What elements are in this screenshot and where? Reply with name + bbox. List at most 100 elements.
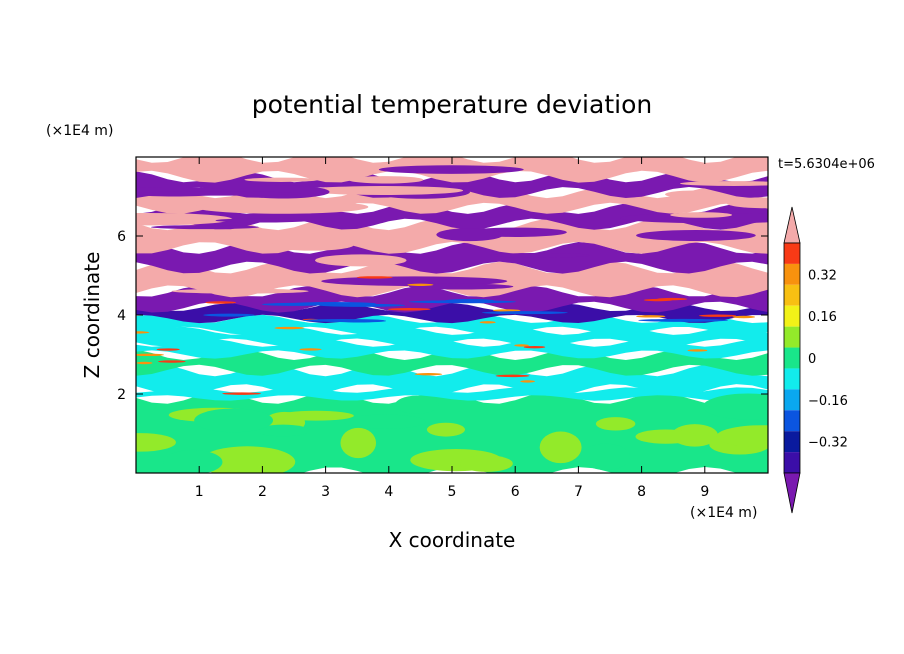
y-tick-label: 2 — [117, 387, 126, 403]
texture-blue-streak — [203, 313, 255, 317]
colorbar-swatch — [784, 431, 800, 453]
contour-band — [136, 349, 768, 376]
texture-filament — [156, 348, 180, 351]
texture-blob — [194, 408, 274, 433]
texture-filament — [657, 297, 688, 301]
x-tick-label: 4 — [384, 484, 393, 500]
texture-filament — [479, 321, 496, 324]
contour-band — [136, 314, 768, 335]
texture-blob — [539, 431, 582, 464]
texture-streak — [215, 218, 310, 223]
texture-blob — [163, 449, 223, 473]
texture-streak — [680, 181, 768, 186]
colorbar-tick-label: 0.16 — [808, 310, 837, 325]
texture-streak — [150, 225, 259, 230]
texture-filament — [222, 392, 262, 395]
texture-filament — [492, 309, 521, 312]
texture-blob — [343, 414, 426, 429]
x-tick-label: 7 — [574, 484, 583, 500]
texture-blob — [426, 422, 465, 437]
texture-streak — [233, 233, 356, 241]
texture-filament — [356, 276, 393, 279]
texture-filament — [495, 374, 530, 378]
texture-streak — [150, 278, 227, 286]
texture-blob — [581, 443, 631, 470]
y-unit-label: (×1E4 m) — [46, 123, 113, 139]
texture-blue-streak — [638, 318, 728, 322]
texture-filament — [205, 301, 237, 304]
x-unit-label: (×1E4 m) — [690, 505, 757, 521]
colorbar-tick-label: 0 — [808, 352, 816, 367]
colorbar-swatch — [784, 326, 800, 348]
colorbar-tick-label: 0.32 — [808, 268, 837, 283]
colorbar-swatch — [784, 243, 800, 264]
texture-streak — [161, 232, 243, 241]
colorbar: 0.32 0.16 0 −0.16 −0.32 — [783, 206, 848, 514]
colorbar-bottom-arrow — [783, 472, 801, 514]
texture-filament — [136, 361, 153, 365]
x-tick-label: 6 — [511, 484, 520, 500]
x-tick-label: 2 — [258, 484, 267, 500]
colorbar-swatch — [784, 263, 800, 285]
colorbar-swatch — [784, 347, 800, 369]
time-label: t=5.6304e+06 — [778, 157, 875, 172]
colorbar-swatch — [784, 368, 800, 390]
texture-streak — [348, 176, 424, 184]
texture-filament — [523, 345, 546, 349]
x-tick-label: 3 — [321, 484, 330, 500]
texture-blue-streak — [302, 318, 385, 322]
texture-filament — [274, 326, 305, 330]
texture-filament — [698, 314, 737, 317]
texture-streak — [321, 276, 508, 286]
texture-blob — [136, 433, 176, 452]
texture-blob — [340, 427, 377, 459]
x-tick-label: 8 — [637, 484, 646, 500]
contour-texture — [136, 165, 768, 473]
y-tick-label: 6 — [117, 229, 126, 245]
texture-filament — [414, 373, 443, 376]
x-tick-label: 1 — [195, 484, 204, 500]
y-axis: 2 4 6 — [117, 229, 768, 403]
texture-streak — [136, 212, 233, 226]
texture-streak — [489, 252, 591, 258]
texture-blob — [702, 393, 768, 420]
contour-band — [136, 171, 768, 199]
colorbar-top-arrow — [783, 206, 801, 244]
texture-streak — [408, 283, 514, 290]
texture-filament — [407, 283, 434, 287]
texture-filament — [636, 315, 666, 318]
chart-title: potential temperature deviation — [252, 90, 652, 119]
texture-blob — [595, 417, 636, 431]
texture-filament — [157, 360, 186, 363]
colorbar-swatch — [784, 305, 800, 327]
colorbar-swatch — [784, 284, 800, 306]
texture-filament — [514, 344, 530, 347]
texture-filament — [520, 380, 535, 383]
texture-streak — [436, 228, 504, 242]
texture-blue-streak — [408, 300, 517, 304]
texture-streak — [315, 254, 407, 267]
colorbar-tick-label: −0.32 — [808, 436, 848, 451]
texture-streak — [726, 197, 768, 209]
texture-blob — [199, 446, 296, 473]
x-tick-label: 9 — [700, 484, 709, 500]
colorbar-swatch — [784, 452, 800, 473]
texture-blue-streak — [262, 302, 328, 306]
texture-streak — [303, 185, 464, 196]
texture-streak — [194, 200, 369, 214]
texture-filament — [299, 348, 322, 351]
texture-blob — [635, 429, 697, 444]
texture-blue-streak — [481, 311, 568, 315]
contour-band — [136, 303, 768, 324]
texture-filament — [136, 353, 165, 357]
x-tick-label: 5 — [448, 484, 457, 500]
y-tick-label: 4 — [117, 308, 126, 324]
colorbar-tick-label: −0.16 — [808, 394, 848, 409]
colorbar-swatch — [784, 389, 800, 411]
texture-streak — [670, 212, 733, 218]
x-axis-title: X coordinate — [389, 528, 516, 552]
texture-streak — [271, 239, 354, 251]
x-axis: 1 2 3 4 5 6 7 8 9 — [195, 157, 709, 500]
contour-band — [136, 242, 768, 274]
